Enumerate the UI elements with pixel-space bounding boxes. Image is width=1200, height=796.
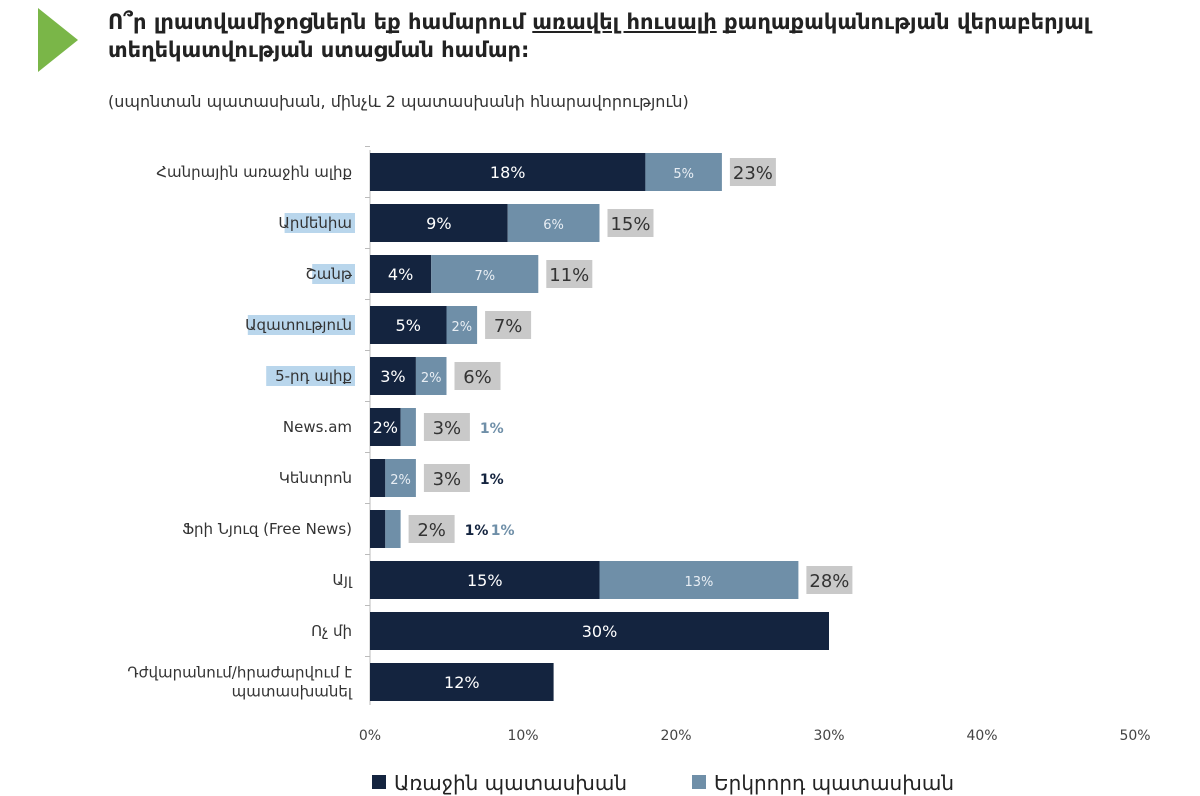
bar-second-answer: [385, 459, 416, 497]
label-highlight: [284, 213, 355, 233]
data-label: 1%: [480, 472, 504, 488]
bar-first-answer: [370, 357, 416, 395]
title-part: քաղաքականության վերաբերյալ տեղեկատվությա…: [108, 10, 1091, 62]
bar-first-answer: [370, 459, 386, 497]
bar-second-answer: [431, 255, 539, 293]
chart-title: Ո՞ր լրատվամիջոցներն եք համարում առավել հ…: [108, 8, 1158, 64]
x-tick-label: 50%: [1119, 728, 1150, 744]
total-label-bg: [546, 260, 593, 288]
data-label: 4%: [388, 265, 413, 284]
legend-swatch: [692, 775, 706, 789]
total-label: 15%: [610, 214, 650, 235]
logo-triangle-icon: [38, 8, 78, 72]
chart-subtitle: (սպոնտան պատասխան, մինչև 2 պատասխանի հնա…: [108, 92, 689, 111]
bar-first-answer: [370, 663, 554, 701]
total-label: 3%: [433, 469, 462, 490]
x-tick-label: 40%: [966, 728, 997, 744]
total-label: 2%: [417, 520, 446, 541]
data-label: 5%: [396, 316, 421, 335]
bar-second-answer: [645, 153, 722, 191]
data-label: 1%: [480, 421, 504, 437]
label-highlight: [312, 264, 355, 284]
total-label: 7%: [494, 316, 523, 337]
label-highlight: [266, 366, 355, 386]
data-label: 2%: [390, 473, 411, 488]
data-label: 13%: [684, 575, 713, 590]
total-label-bg: [423, 413, 470, 441]
category-label: Դժվարանում/հրաժարվում է: [127, 664, 352, 682]
category-label: Շանթ: [305, 265, 352, 283]
data-label: 12%: [444, 673, 480, 692]
category-label: պատասխանել: [232, 683, 353, 701]
legend-label: Առաջին պատասխան: [394, 771, 627, 795]
total-label: 23%: [733, 163, 773, 184]
data-label: 15%: [467, 571, 503, 590]
total-label-bg: [408, 515, 455, 543]
category-label: News.am: [283, 418, 352, 436]
total-label-bg: [806, 566, 853, 594]
x-tick-label: 0%: [359, 728, 381, 744]
legend-swatch: [372, 775, 386, 789]
bar-first-answer: [370, 561, 600, 599]
category-label: Հանրային առաջին ալիք: [156, 163, 352, 181]
total-label-bg: [454, 362, 501, 390]
x-tick-label: 20%: [660, 728, 691, 744]
title-part: Ո՞ր լրատվամիջոցներն եք համարում: [108, 10, 533, 34]
bar-second-answer: [385, 510, 401, 548]
bar-first-answer: [370, 204, 508, 242]
data-label: 1%: [465, 523, 489, 539]
category-label: Ոչ մի: [311, 622, 352, 640]
x-tick-label: 30%: [813, 728, 844, 744]
data-label: 1%: [491, 523, 515, 539]
total-label: 3%: [433, 418, 462, 439]
data-label: 3%: [380, 367, 405, 386]
label-highlight: [247, 315, 355, 335]
category-label: Արմենիա: [278, 214, 352, 232]
data-label: 30%: [582, 622, 618, 641]
bar-first-answer: [370, 153, 646, 191]
data-label: 2%: [373, 418, 398, 437]
category-label: Կենտրոն: [279, 469, 352, 487]
x-tick-label: 10%: [507, 728, 538, 744]
total-label-bg: [729, 158, 776, 186]
legend-label: Երկրորդ պատասխան: [714, 771, 954, 795]
data-label: 9%: [426, 214, 451, 233]
data-label: 7%: [474, 269, 495, 284]
category-label: 5-րդ ալիք: [275, 367, 352, 385]
total-label: 6%: [463, 367, 492, 388]
data-label: 5%: [673, 167, 694, 182]
total-label-bg: [485, 311, 532, 339]
bar-second-answer: [446, 306, 478, 344]
title-emphasis: առավել հուսալի: [532, 10, 717, 34]
data-label: 2%: [421, 371, 442, 386]
bar-first-answer: [370, 612, 829, 650]
total-label: 28%: [809, 571, 849, 592]
category-label: Ազատություն: [245, 316, 352, 334]
bar-second-answer: [400, 408, 416, 446]
bar-second-answer: [415, 357, 447, 395]
bar-second-answer: [599, 561, 799, 599]
bar-first-answer: [370, 306, 447, 344]
category-label: Այլ: [332, 571, 353, 589]
bar-second-answer: [507, 204, 600, 242]
bar-first-answer: [370, 510, 386, 548]
data-label: 2%: [451, 320, 472, 335]
total-label-bg: [423, 464, 470, 492]
data-label: 18%: [490, 163, 526, 182]
total-label-bg: [607, 209, 654, 237]
bar-first-answer: [370, 408, 401, 446]
category-label: Ֆրի Նյուզ (Free News): [182, 520, 352, 538]
bar-first-answer: [370, 255, 432, 293]
data-label: 6%: [543, 218, 564, 233]
total-label: 11%: [549, 265, 589, 286]
